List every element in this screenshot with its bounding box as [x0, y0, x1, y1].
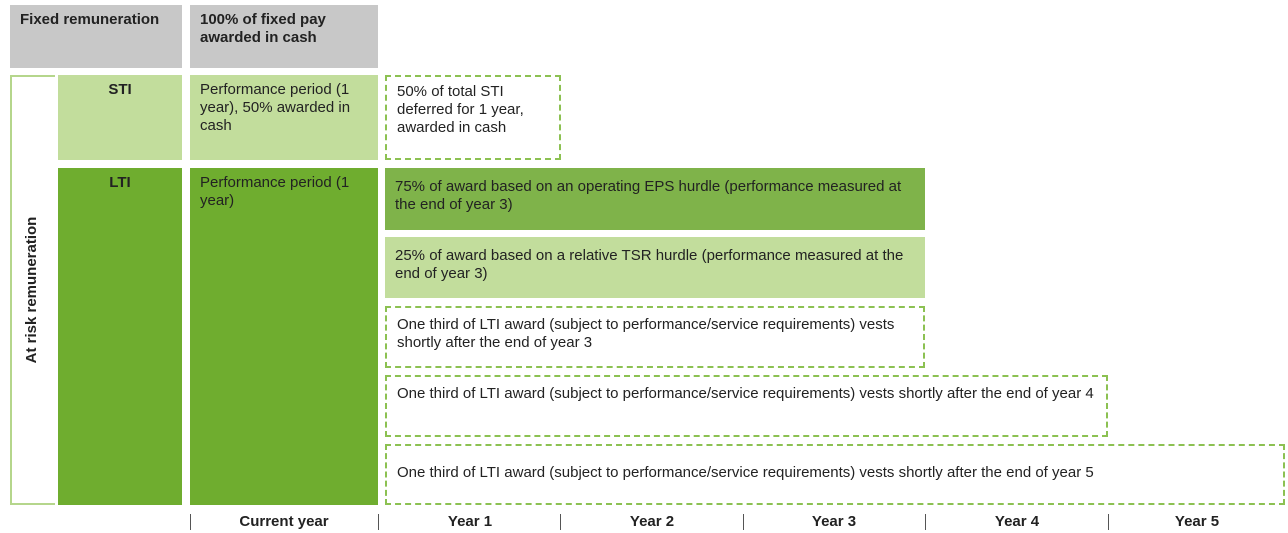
- timeline-label: Current year: [239, 513, 329, 530]
- separator: [560, 514, 561, 530]
- separator: [378, 514, 379, 530]
- separator: [1108, 514, 1109, 530]
- sti-performance: Performance period (1 year), 50% awarded…: [190, 75, 378, 160]
- lti-eps: 75% of award based on an operating EPS h…: [385, 168, 925, 230]
- timeline-label: Year 3: [811, 513, 857, 530]
- separator: [743, 514, 744, 530]
- lti-vest-4: One third of LTI award (subject to perfo…: [385, 375, 1108, 437]
- timeline-label: Year 5: [1174, 513, 1220, 530]
- lti-vest-5: One third of LTI award (subject to perfo…: [385, 444, 1285, 505]
- bracket: [10, 75, 55, 505]
- lti-performance: Performance period (1 year): [190, 168, 378, 505]
- fixed-desc: 100% of fixed pay awarded in cash: [190, 5, 378, 68]
- timeline-label: Year 2: [629, 513, 675, 530]
- lti-tsr: 25% of award based on a relative TSR hur…: [385, 237, 925, 298]
- lti-label: LTI: [58, 168, 182, 505]
- sti-label: STI: [58, 75, 182, 160]
- lti-vest-3: One third of LTI award (subject to perfo…: [385, 306, 925, 368]
- at-risk-label: At risk remuneration: [23, 216, 40, 364]
- fixed-label: Fixed remuneration: [10, 5, 182, 68]
- separator: [925, 514, 926, 530]
- timeline-label: Year 1: [447, 513, 493, 530]
- timeline-label: Year 4: [994, 513, 1040, 530]
- sti-deferred: 50% of total STI deferred for 1 year, aw…: [385, 75, 561, 160]
- separator: [190, 514, 191, 530]
